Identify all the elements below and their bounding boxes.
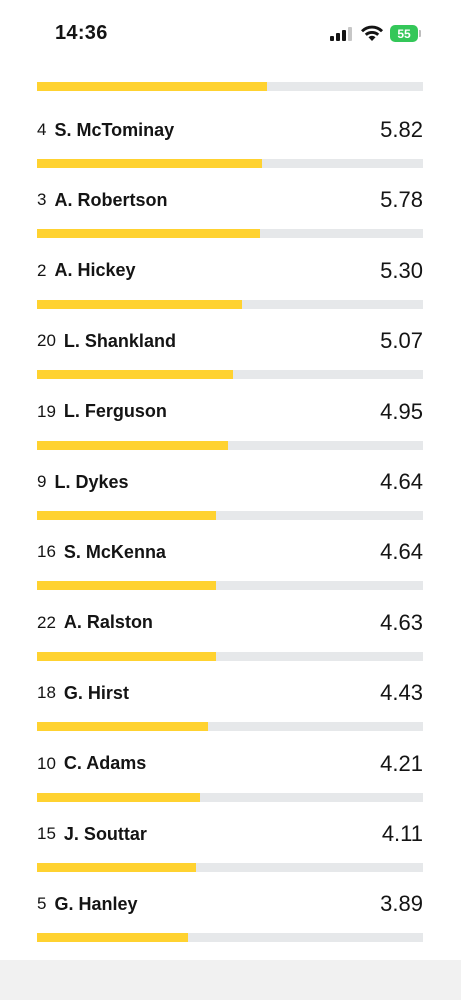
rating-bar: [37, 933, 423, 943]
player-rating: 4.64: [380, 539, 423, 565]
player-rating: 4.11: [381, 821, 423, 846]
player-row: 20 L. Shankland 5.07: [0, 326, 461, 396]
shirt-number: 18: [37, 683, 56, 703]
rating-bar: [37, 581, 423, 591]
status-bar: 14:36 55: [0, 0, 461, 70]
player-name: L. Ferguson: [63, 401, 167, 422]
rating-bar: [37, 722, 423, 732]
player-rating: 5.82: [380, 117, 423, 142]
rating-bar-fill: [37, 792, 200, 802]
rating-bar-fill: [37, 82, 267, 91]
player-info: 4 S. McTominay 5.82: [37, 115, 423, 145]
player-row: 4 S. McTominay 5.82: [0, 115, 461, 185]
player-info: 5 G. Hanley 3.89: [37, 889, 423, 919]
battery-level: 55: [390, 25, 418, 42]
shirt-number: 20: [37, 331, 56, 351]
shirt-number: 5: [37, 894, 47, 914]
shirt-number: 3: [37, 190, 47, 210]
rating-bar-fill: [37, 933, 188, 943]
rating-bar: [37, 299, 423, 309]
player-info: 19 L. Ferguson 4.95: [37, 397, 423, 427]
player-row: 10 C. Adams 4.21: [0, 749, 461, 819]
rating-bar: [37, 651, 423, 661]
player-info: 10 C. Adams 4.21: [37, 749, 423, 779]
bottom-panel: [0, 960, 461, 1000]
player-rating: 4.21: [380, 750, 423, 776]
player-name: S. McTominay: [54, 119, 175, 140]
rating-bar: [37, 511, 423, 520]
player-name: C. Adams: [63, 753, 147, 774]
player-row: 2 A. Hickey 5.30: [0, 256, 461, 326]
player-rating: 4.95: [380, 398, 423, 424]
player-name: A. Ralston: [63, 612, 153, 633]
player-info: 3 A. Robertson 5.78: [37, 185, 423, 215]
player-rating: 5.78: [380, 187, 423, 213]
rating-bar-fill: [37, 863, 197, 872]
player-row: 15 J. Souttar 4.11: [0, 819, 461, 889]
shirt-number: 2: [37, 260, 47, 280]
rating-bar: [37, 229, 423, 239]
player-name: A. Robertson: [54, 189, 168, 210]
rating-bar: [37, 440, 423, 450]
player-info: 2 A. Hickey 5.30: [37, 256, 423, 286]
battery-icon: 55: [390, 25, 421, 42]
cellular-signal-icon: [330, 27, 354, 41]
player-row: 19 L. Ferguson 4.95: [0, 397, 461, 467]
player-info: 16 S. McKenna 4.64: [37, 537, 423, 567]
rating-bar-fill: [37, 581, 217, 591]
player-info: 15 J. Souttar 4.11: [37, 819, 423, 849]
player-info: 22 A. Ralston 4.63: [37, 608, 423, 638]
rating-bar-fill: [37, 159, 263, 168]
shirt-number: 10: [37, 753, 56, 773]
shirt-number: 19: [37, 401, 56, 421]
rating-bar: [37, 792, 423, 802]
rating-bar-fill: [37, 722, 208, 732]
player-name: J. Souttar: [63, 823, 147, 844]
player-row: 9 L. Dykes 4.64: [0, 467, 461, 537]
player-name: G. Hirst: [63, 682, 129, 703]
player-rating: 4.43: [380, 680, 423, 706]
shirt-number: 4: [37, 120, 47, 139]
player-row: 22 A. Ralston 4.63: [0, 608, 461, 678]
player-row: 16 S. McKenna 4.64: [0, 537, 461, 607]
shirt-number: 22: [37, 612, 56, 632]
shirt-number: 15: [37, 824, 56, 843]
player-row: 3 A. Robertson 5.78: [0, 185, 461, 255]
player-info: 20 L. Shankland 5.07: [37, 326, 423, 356]
player-rating: 5.30: [380, 257, 423, 283]
rating-bar: [37, 159, 423, 168]
player-rating: 3.89: [380, 891, 423, 917]
rating-bar: [37, 370, 423, 380]
player-name: A. Hickey: [54, 260, 136, 281]
player-info: 18 G. Hirst 4.43: [37, 678, 423, 708]
rating-bar-fill: [37, 299, 242, 309]
player-name: L. Shankland: [63, 330, 176, 351]
player-name: G. Hanley: [54, 893, 138, 914]
player-rating: 5.07: [380, 328, 423, 354]
rating-bar-fill: [37, 651, 216, 661]
status-time: 14:36: [55, 22, 108, 44]
shirt-number: 16: [37, 542, 56, 562]
rating-bar-fill: [37, 440, 229, 450]
rating-bar-fill: [37, 511, 217, 520]
rating-bar: [37, 863, 423, 872]
shirt-number: 9: [37, 472, 47, 491]
player-name: S. McKenna: [63, 541, 166, 562]
player-name: L. Dykes: [54, 471, 129, 492]
player-rating: 4.63: [380, 609, 423, 635]
rating-bar-top: [37, 82, 423, 91]
rating-bar-fill: [37, 229, 261, 239]
player-row: 5 G. Hanley 3.89: [0, 889, 461, 959]
player-rating: 4.64: [380, 469, 423, 494]
wifi-icon: [361, 25, 383, 41]
player-info: 9 L. Dykes 4.64: [37, 467, 423, 497]
rating-bar-fill: [37, 370, 234, 380]
player-row: 18 G. Hirst 4.43: [0, 678, 461, 748]
